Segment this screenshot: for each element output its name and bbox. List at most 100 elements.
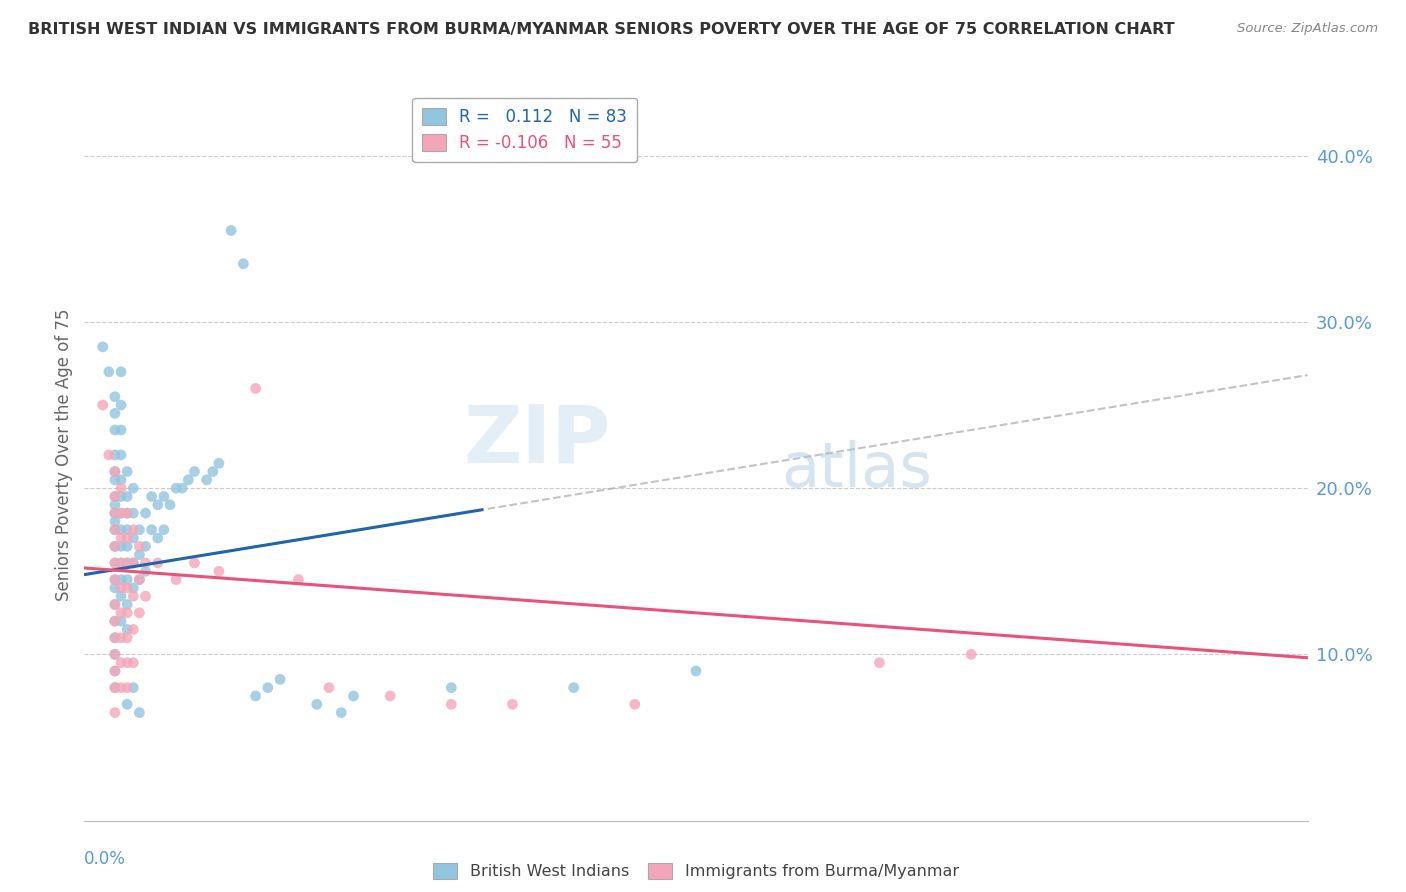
Point — [104, 631, 127, 645]
Point — [115, 598, 138, 612]
Point — [104, 556, 127, 570]
Point — [318, 681, 340, 695]
Point — [380, 689, 402, 703]
Point — [110, 398, 132, 412]
Point — [104, 581, 127, 595]
Point — [685, 664, 707, 678]
Point — [128, 573, 150, 587]
Point — [122, 506, 145, 520]
Point — [960, 648, 983, 662]
Point — [110, 556, 132, 570]
Point — [219, 223, 242, 237]
Point — [562, 681, 585, 695]
Point — [104, 573, 127, 587]
Point — [122, 681, 145, 695]
Text: atlas: atlas — [782, 440, 932, 500]
Point — [110, 448, 132, 462]
Point — [128, 523, 150, 537]
Point — [104, 664, 127, 678]
Point — [104, 465, 127, 479]
Point — [502, 698, 524, 712]
Point — [440, 681, 463, 695]
Point — [195, 473, 218, 487]
Point — [110, 473, 132, 487]
Point — [159, 498, 181, 512]
Point — [115, 681, 138, 695]
Text: ZIP: ZIP — [463, 401, 610, 479]
Point — [104, 614, 127, 628]
Point — [104, 681, 127, 695]
Point — [110, 506, 132, 520]
Point — [104, 423, 127, 437]
Point — [115, 631, 138, 645]
Point — [110, 614, 132, 628]
Point — [183, 556, 205, 570]
Point — [165, 573, 187, 587]
Point — [104, 573, 127, 587]
Point — [122, 556, 145, 570]
Point — [122, 556, 145, 570]
Point — [257, 681, 280, 695]
Point — [110, 506, 132, 520]
Point — [135, 506, 157, 520]
Point — [115, 523, 138, 537]
Point — [141, 523, 163, 537]
Point — [115, 623, 138, 637]
Point — [269, 673, 291, 687]
Point — [115, 490, 138, 504]
Text: 0.0%: 0.0% — [84, 850, 127, 868]
Point — [177, 473, 200, 487]
Point — [104, 465, 127, 479]
Point — [115, 698, 138, 712]
Point — [115, 556, 138, 570]
Point — [97, 448, 120, 462]
Point — [110, 573, 132, 587]
Point — [104, 664, 127, 678]
Point — [110, 681, 132, 695]
Y-axis label: Seniors Poverty Over the Age of 75: Seniors Poverty Over the Age of 75 — [55, 309, 73, 601]
Point — [153, 523, 176, 537]
Point — [104, 506, 127, 520]
Point — [115, 656, 138, 670]
Point — [110, 556, 132, 570]
Point — [110, 423, 132, 437]
Point — [104, 598, 127, 612]
Point — [104, 648, 127, 662]
Point — [104, 406, 127, 420]
Point — [115, 556, 138, 570]
Point — [110, 631, 132, 645]
Point — [232, 257, 254, 271]
Point — [104, 490, 127, 504]
Point — [122, 623, 145, 637]
Point — [245, 689, 267, 703]
Point — [110, 490, 132, 504]
Point — [110, 365, 132, 379]
Point — [115, 606, 138, 620]
Point — [624, 698, 647, 712]
Text: BRITISH WEST INDIAN VS IMMIGRANTS FROM BURMA/MYANMAR SENIORS POVERTY OVER THE AG: BRITISH WEST INDIAN VS IMMIGRANTS FROM B… — [28, 22, 1175, 37]
Text: Source: ZipAtlas.com: Source: ZipAtlas.com — [1237, 22, 1378, 36]
Point — [128, 539, 150, 553]
Point — [104, 631, 127, 645]
Point — [115, 531, 138, 545]
Point — [104, 539, 127, 553]
Point — [97, 365, 120, 379]
Point — [135, 564, 157, 578]
Point — [91, 398, 114, 412]
Point — [440, 698, 463, 712]
Point — [104, 648, 127, 662]
Point — [115, 465, 138, 479]
Point — [141, 490, 163, 504]
Point — [305, 698, 328, 712]
Point — [135, 556, 157, 570]
Point — [104, 390, 127, 404]
Point — [135, 539, 157, 553]
Point — [110, 539, 132, 553]
Point — [104, 706, 127, 720]
Point — [128, 548, 150, 562]
Point — [115, 581, 138, 595]
Point — [115, 506, 138, 520]
Point — [208, 456, 231, 470]
Point — [201, 465, 224, 479]
Point — [104, 448, 127, 462]
